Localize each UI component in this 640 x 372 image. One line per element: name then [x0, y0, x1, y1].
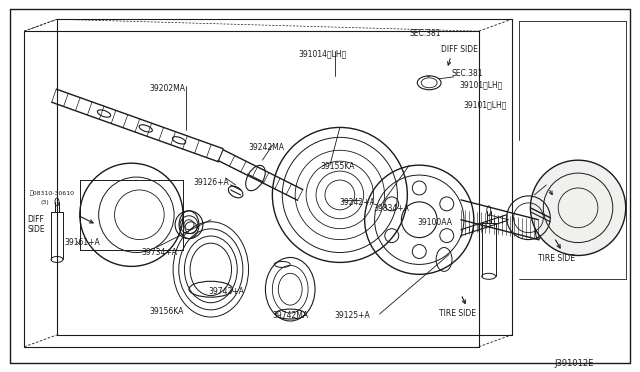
Text: 39156KA: 39156KA — [149, 307, 184, 316]
Text: 39100AA: 39100AA — [417, 218, 452, 227]
Text: 39742+A: 39742+A — [209, 287, 244, 296]
Text: J391012E: J391012E — [554, 359, 594, 368]
Text: DIFF SIDE: DIFF SIDE — [441, 45, 478, 54]
Circle shape — [273, 128, 407, 262]
Text: 391014⁨LH⁩: 391014⁨LH⁩ — [298, 49, 346, 58]
Text: 39125+A: 39125+A — [335, 311, 371, 320]
Text: 39155KA: 39155KA — [320, 162, 355, 171]
Text: 39242+A: 39242+A — [340, 198, 376, 207]
Text: 39734+A: 39734+A — [141, 247, 177, 257]
Text: TIRE SIDE: TIRE SIDE — [538, 254, 575, 263]
Text: 39126+A: 39126+A — [193, 178, 228, 187]
Text: TIRE SIDE: TIRE SIDE — [439, 309, 476, 318]
Circle shape — [531, 160, 626, 256]
Text: 39834+A: 39834+A — [374, 204, 410, 213]
Text: (3): (3) — [40, 200, 49, 205]
Text: SEC.381: SEC.381 — [410, 29, 441, 38]
Text: 39101⁨LH⁩: 39101⁨LH⁩ — [463, 101, 506, 110]
Text: SIDE: SIDE — [28, 225, 45, 234]
Text: 39161+A: 39161+A — [64, 238, 100, 247]
Text: DIFF: DIFF — [28, 215, 44, 224]
Text: 39742MA: 39742MA — [273, 311, 308, 320]
Text: 39202MA: 39202MA — [149, 84, 186, 93]
Text: Ⓜ08310-30610: Ⓜ08310-30610 — [30, 190, 75, 196]
Text: 39101⁨LH⁩: 39101⁨LH⁩ — [459, 81, 502, 90]
Text: 39242MA: 39242MA — [248, 143, 285, 152]
Text: SEC.381: SEC.381 — [451, 69, 483, 78]
